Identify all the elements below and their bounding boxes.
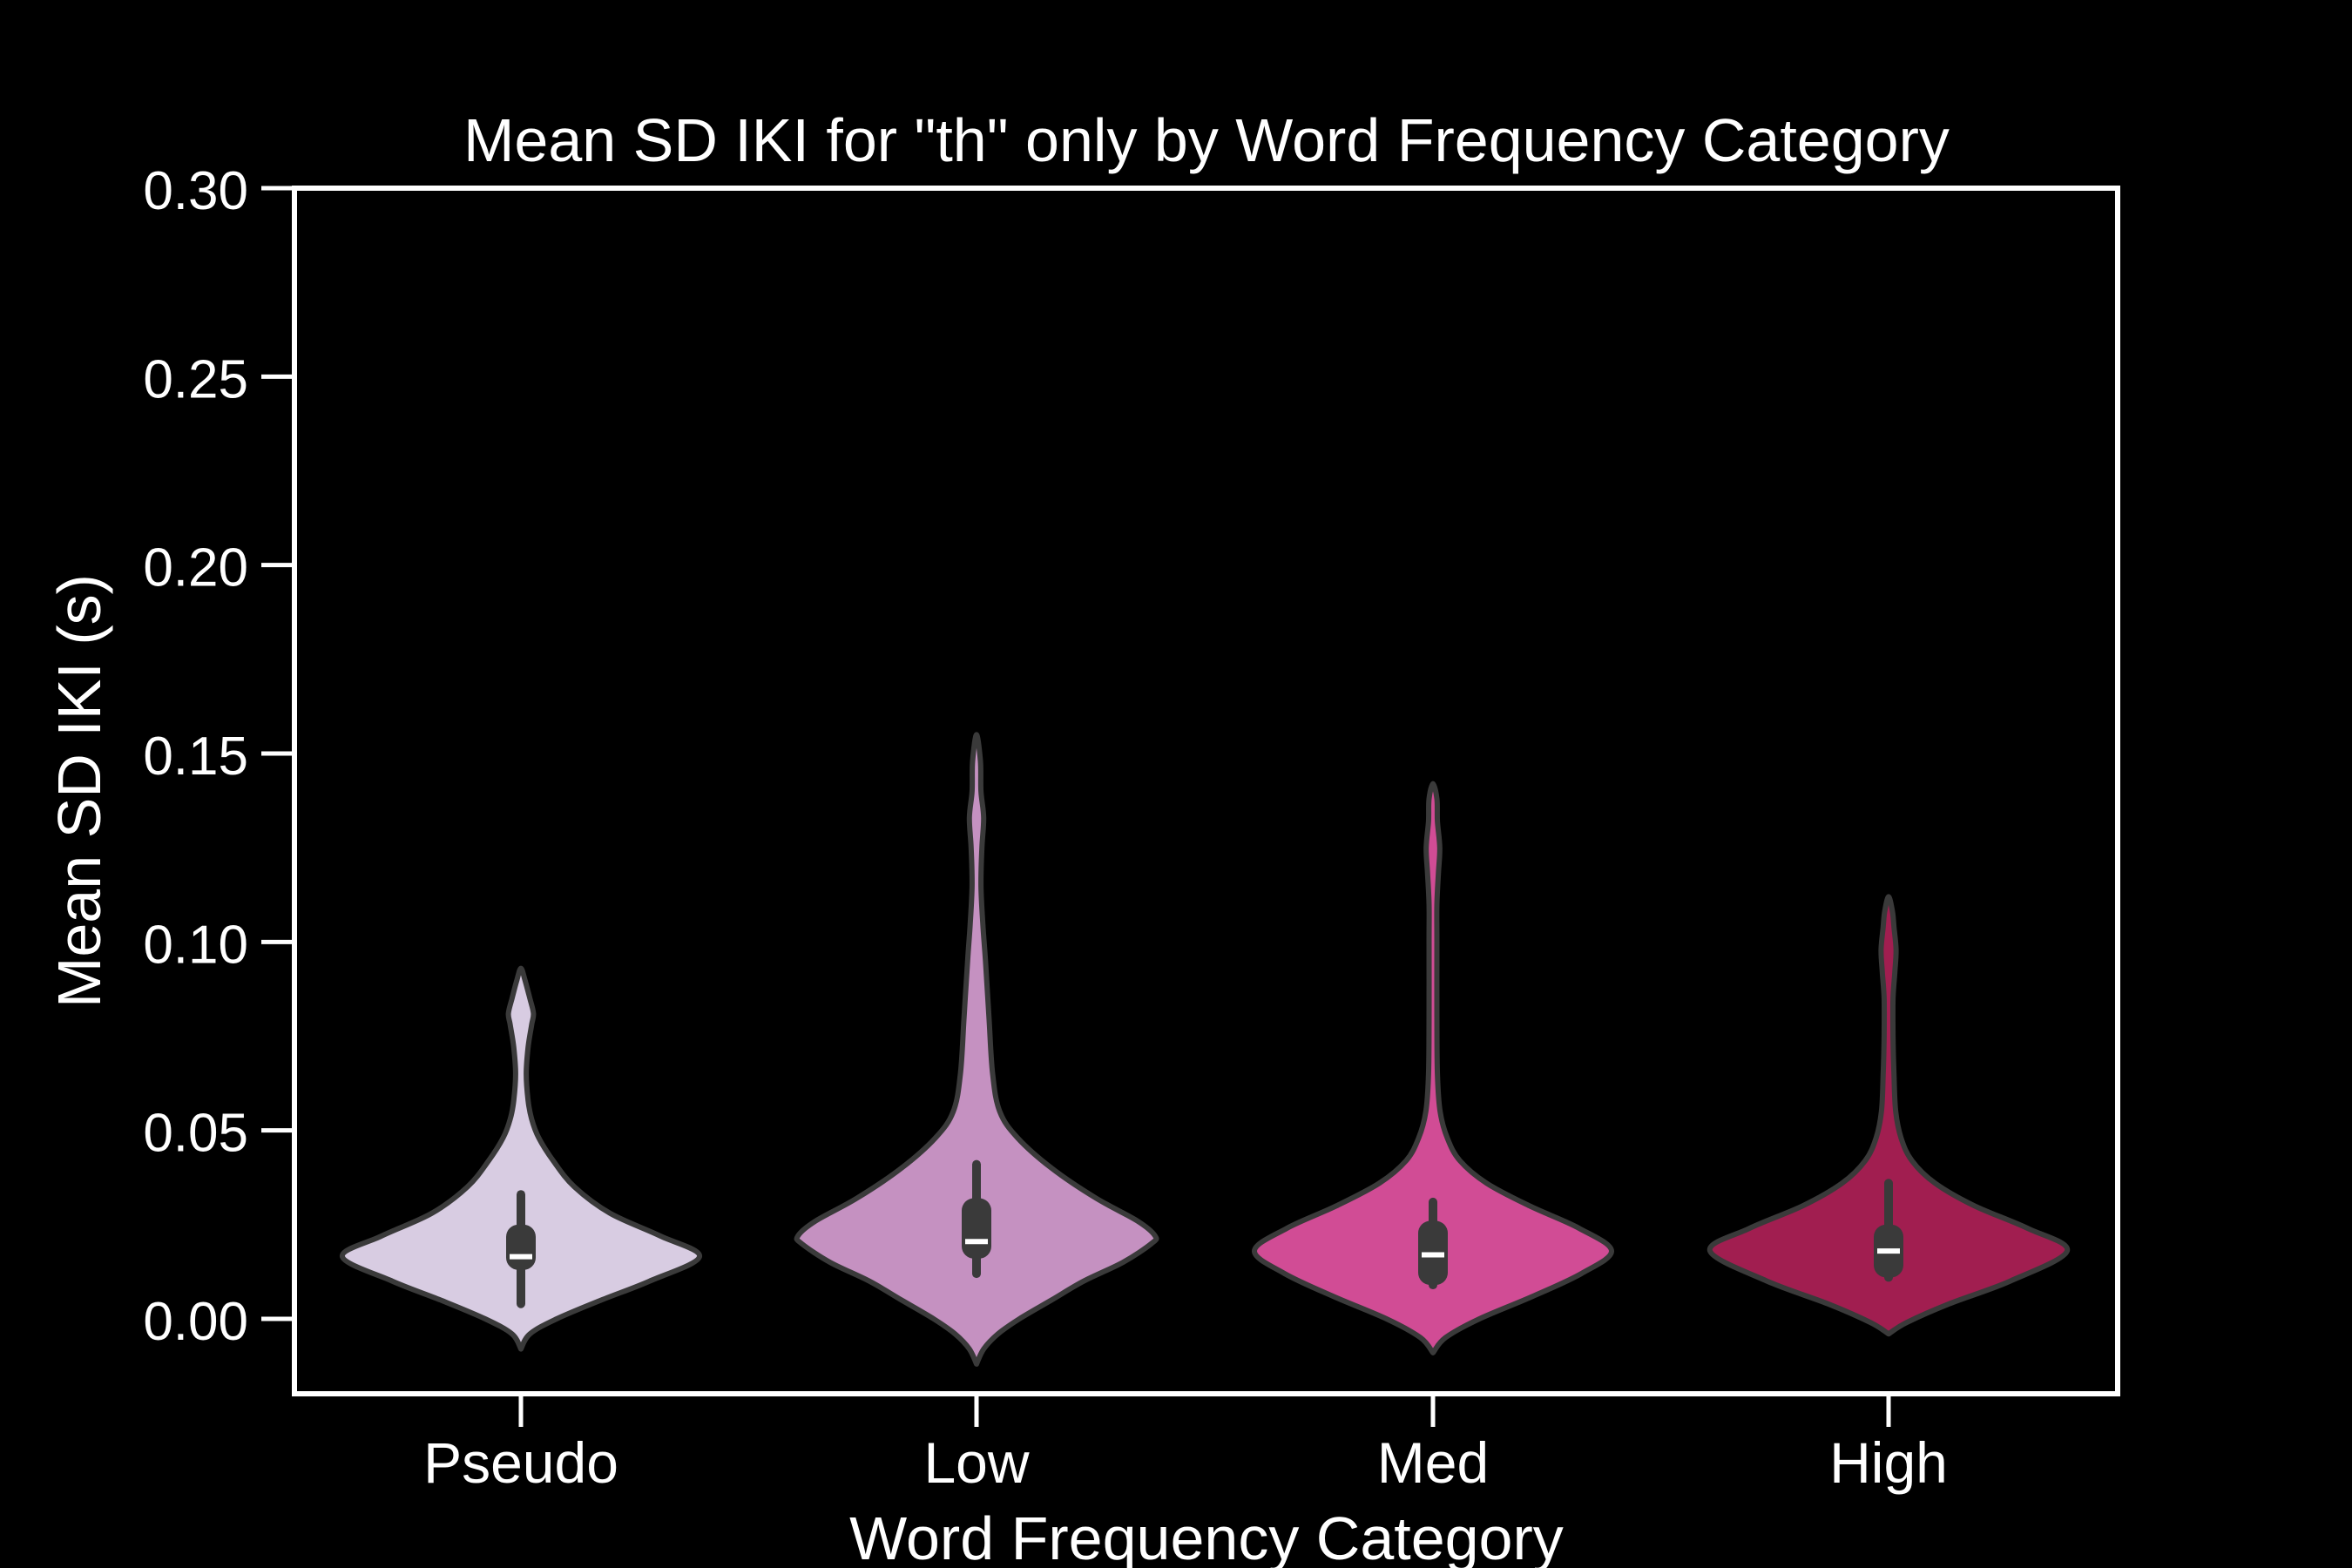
y-tick-label: 0.10: [143, 915, 248, 975]
violin-high: [1707, 894, 2071, 1337]
violin-low: [794, 732, 1159, 1367]
y-axis-label: Mean SD IKI (s): [45, 574, 113, 1008]
x-tick-label: High: [1829, 1430, 1948, 1495]
y-axis-ticks: 0.00 0.05 0.10 0.15 0.20 0.25 0.30: [143, 161, 294, 1352]
y-tick-label: 0.30: [143, 161, 248, 221]
x-tick-label: Low: [923, 1430, 1029, 1495]
violin-body: [340, 965, 702, 1352]
y-tick-label: 0.15: [143, 727, 248, 787]
violin-body: [794, 732, 1159, 1367]
y-tick-label: 0.00: [143, 1292, 248, 1352]
x-tick-label: Med: [1377, 1430, 1489, 1495]
violin-box: [962, 1198, 991, 1259]
plot-frame: [292, 186, 2120, 1396]
violin-pseudo: [340, 965, 702, 1352]
x-axis-label: Word Frequency Category: [849, 1504, 1564, 1568]
x-tick-label: Pseudo: [423, 1430, 618, 1495]
violin-body: [1707, 894, 2071, 1337]
y-tick-label: 0.25: [143, 349, 248, 409]
y-tick-label: 0.20: [143, 538, 248, 598]
chart-title: Mean SD IKI for "th" only by Word Freque…: [463, 106, 1950, 174]
violin-body: [1252, 781, 1614, 1355]
violins-layer: [340, 732, 2071, 1367]
violin-box: [506, 1224, 536, 1270]
y-tick-label: 0.05: [143, 1104, 248, 1164]
violin-med: [1252, 781, 1614, 1355]
x-axis-ticks: Pseudo Low Med High: [423, 1394, 1948, 1495]
